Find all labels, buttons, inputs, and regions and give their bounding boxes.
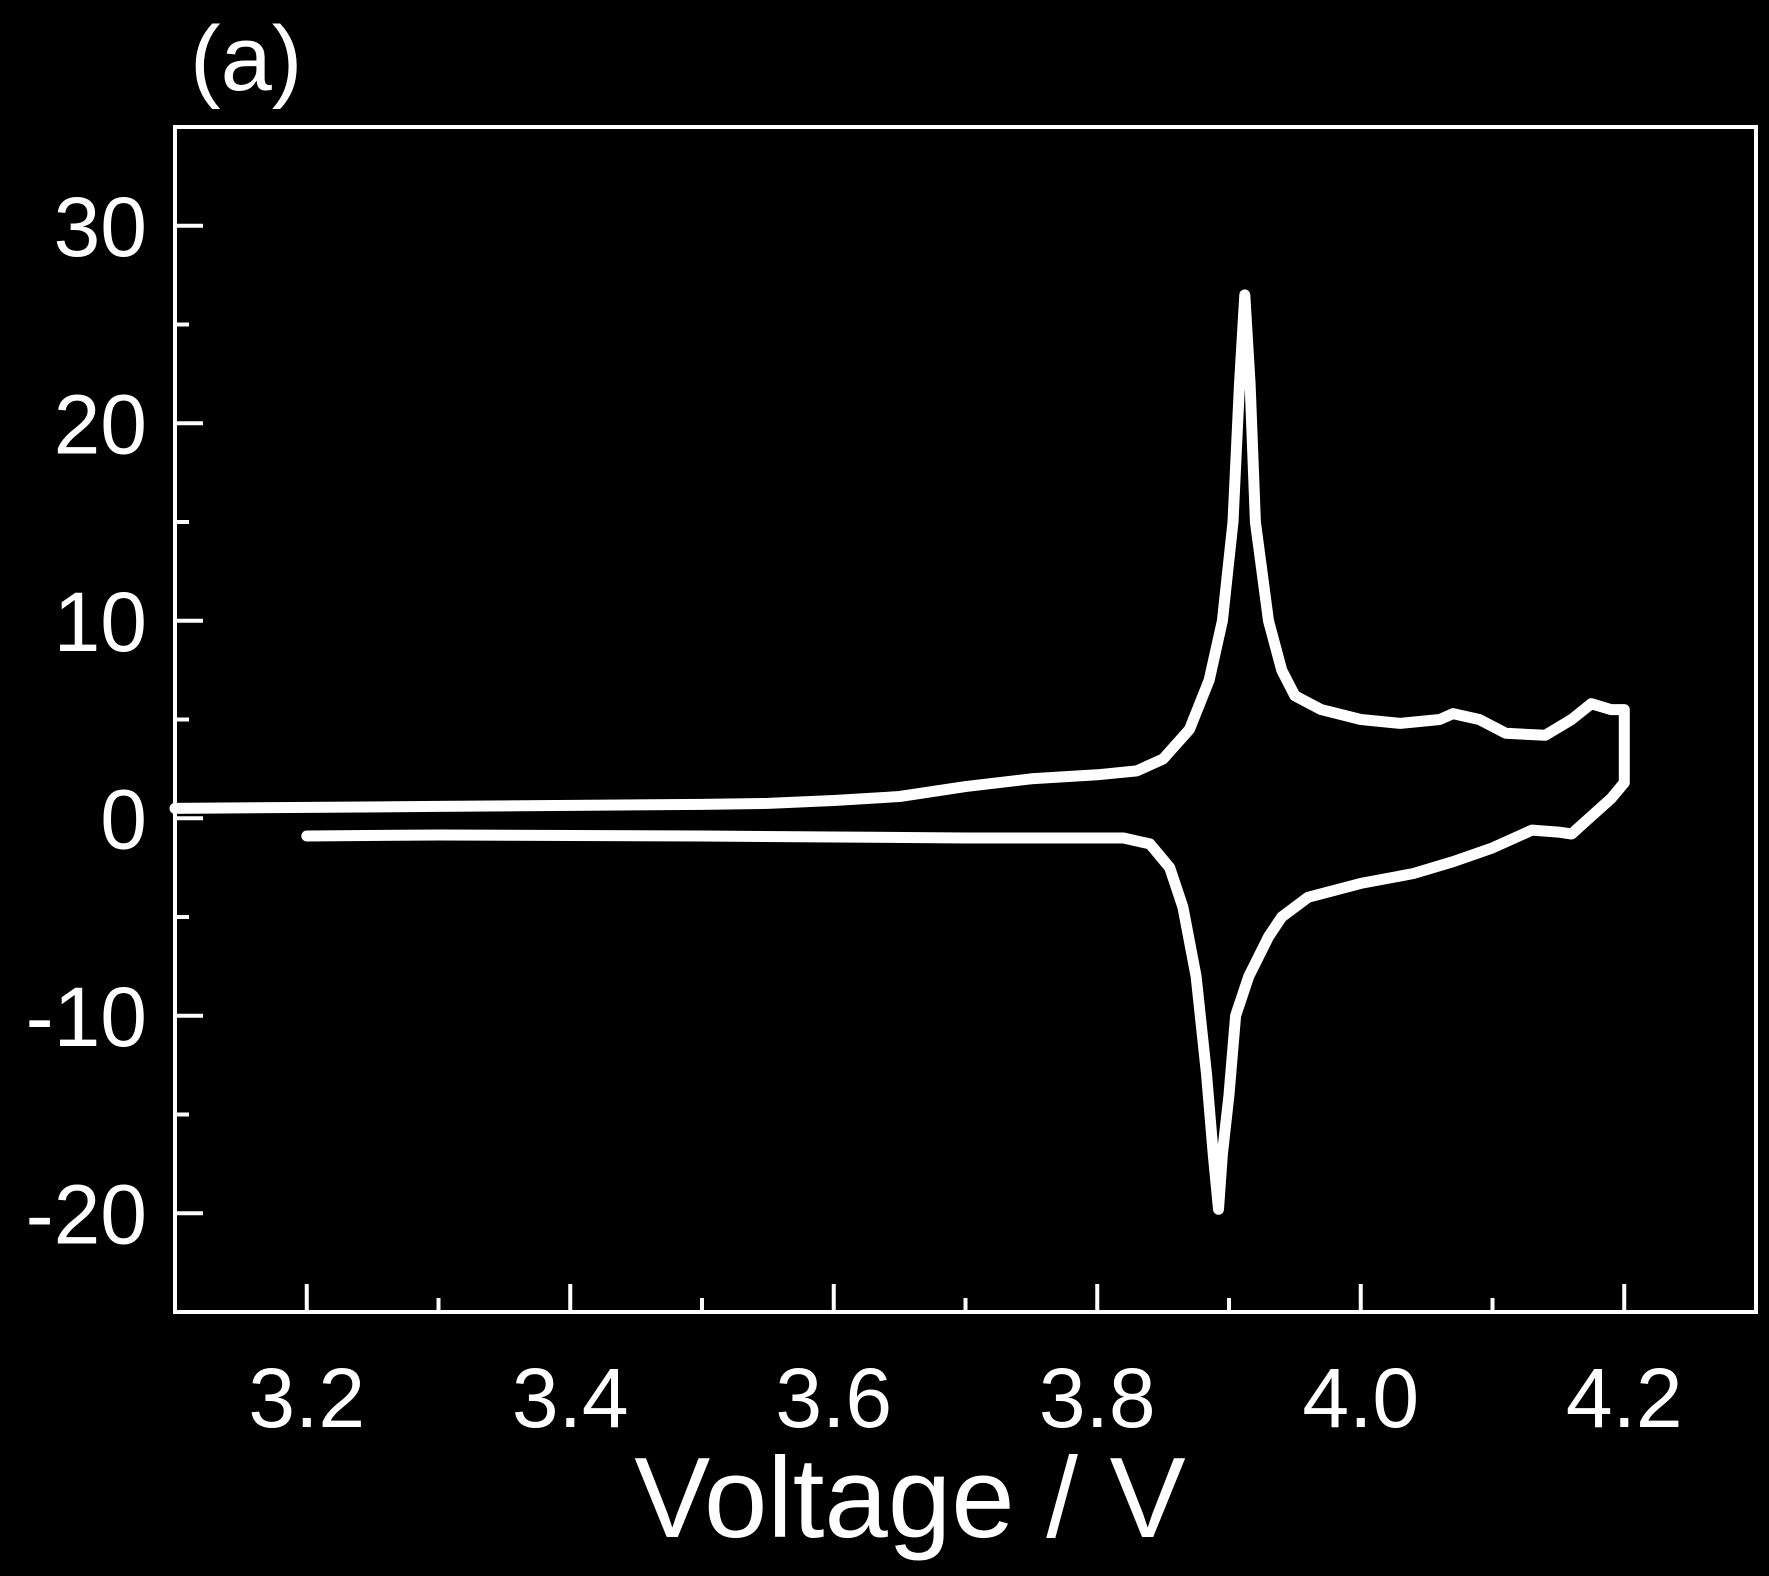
y-tick-label: 10 <box>54 575 147 669</box>
y-tick-label: 20 <box>54 377 147 471</box>
y-tick-label: 30 <box>54 180 147 274</box>
x-tick-label: 4.0 <box>1302 1351 1419 1445</box>
series-line-1 <box>169 289 1630 1215</box>
x-tick-label: 4.2 <box>1566 1351 1683 1445</box>
x-tick-label: 3.8 <box>1039 1351 1156 1445</box>
axis-ticks <box>175 223 1627 1312</box>
x-tick-label: 3.6 <box>775 1351 892 1445</box>
x-tick-label: 3.2 <box>248 1351 365 1445</box>
y-tick-label: -10 <box>26 970 147 1064</box>
y-tick-label: -20 <box>26 1167 147 1261</box>
series-group <box>169 289 1630 1215</box>
x-tick-label: 3.4 <box>512 1351 629 1445</box>
x-axis-label: Voltage / V <box>634 1435 1185 1562</box>
panel-label: (a) <box>190 8 302 110</box>
tick-labels: 3.2 3.4 3.6 3.8 4.0 4.2 -20 -10 0 10 20 30 <box>26 180 1683 1445</box>
y-tick-label: 0 <box>100 772 147 866</box>
